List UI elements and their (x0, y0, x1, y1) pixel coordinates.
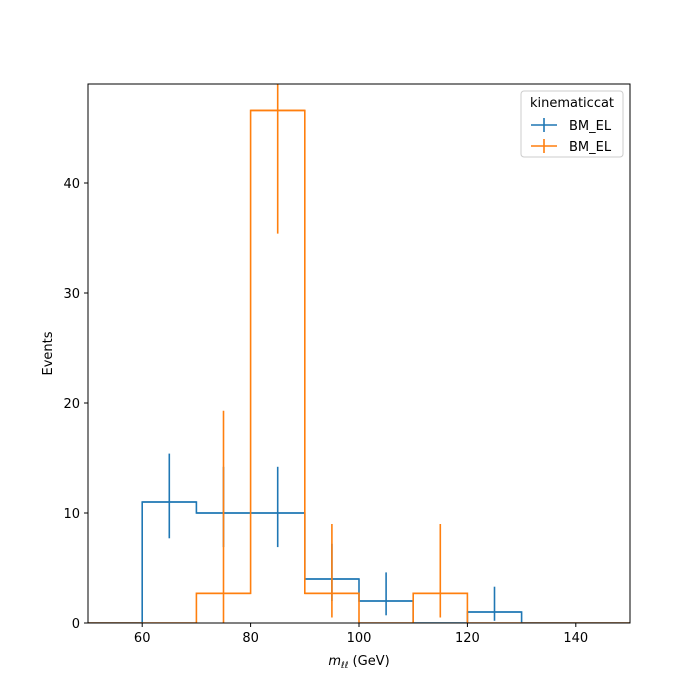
series-group (88, 84, 630, 623)
series-2 (88, 84, 630, 623)
legend-entry-2: BM_EL (531, 139, 612, 155)
legend-title: kinematiccat (530, 96, 614, 111)
x-tick-label: 140 (563, 631, 588, 646)
x-tick-label: 120 (455, 631, 480, 646)
y-tick-label: 30 (63, 287, 80, 302)
plot-area (88, 84, 630, 623)
y-tick-label: 20 (63, 397, 80, 412)
y-tick-label: 0 (72, 617, 80, 632)
legend-label: BM_EL (569, 140, 612, 155)
y-tick-label: 10 (63, 507, 80, 522)
legend-entry-1: BM_EL (531, 118, 612, 134)
y-axis-label: Events (41, 331, 56, 375)
legend-box (520, 90, 624, 158)
y-tick-label: 40 (63, 177, 80, 192)
x-axis-label: mℓℓ (GeV) (328, 654, 389, 671)
legend-label: BM_EL (569, 119, 612, 134)
legend: kinematiccat BM_EL BM_EL (520, 90, 624, 158)
x-tick-label: 100 (347, 631, 372, 646)
x-tick-label: 60 (134, 631, 151, 646)
x-tick-label: 80 (242, 631, 259, 646)
axes: 60 80 100 120 140 0 10 20 30 40 mℓℓ (GeV) Events (41, 83, 631, 671)
